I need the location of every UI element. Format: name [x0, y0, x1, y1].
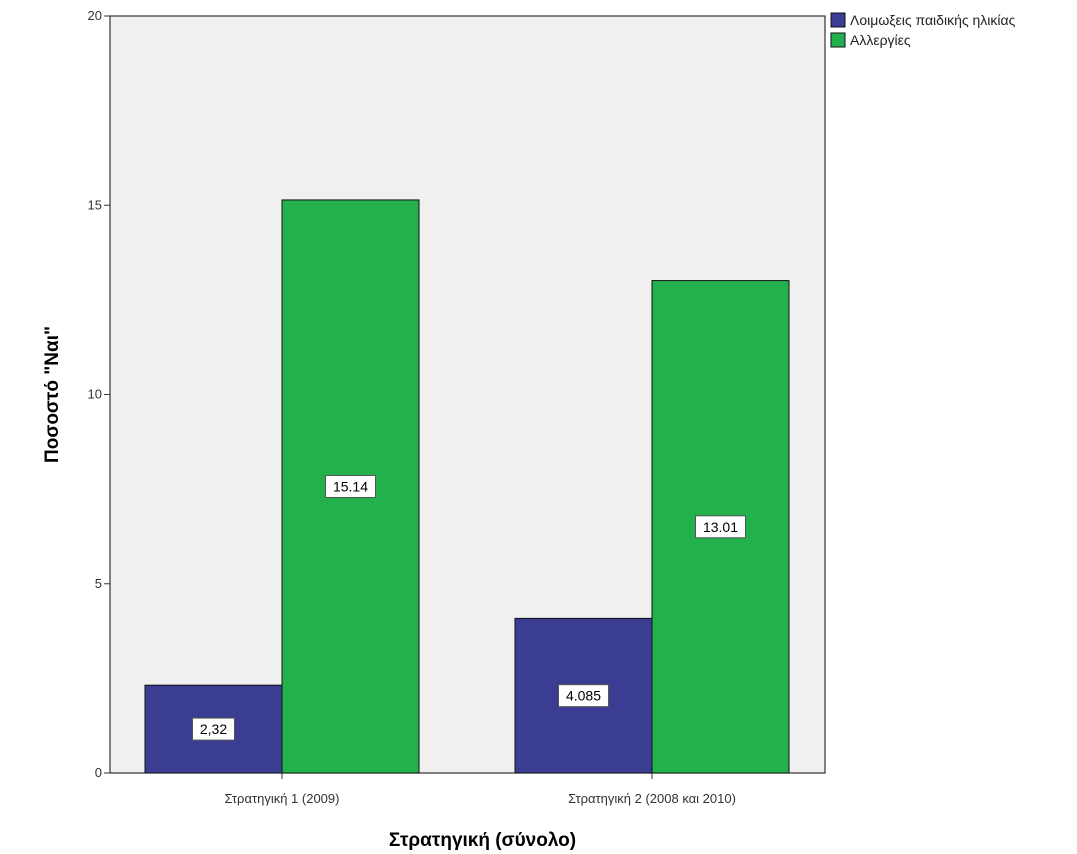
y-axis-title: Ποσοστό "Ναι"	[42, 326, 63, 463]
data-label: 13.01	[703, 519, 738, 535]
x-category-label: Στρατηγική 1 (2009)	[225, 791, 340, 806]
x-axis: Στρατηγική 1 (2009) Στρατηγική 2 (2008 κα…	[225, 773, 736, 806]
legend-label: Λοιμωξεις παιδικής ηλικίας	[850, 12, 1016, 28]
y-tick-label: 10	[88, 387, 102, 402]
legend-swatch	[830, 32, 846, 48]
data-label-box	[192, 717, 235, 741]
data-label-box	[325, 474, 376, 498]
y-axis: 0 5 10 15 20	[88, 8, 110, 780]
y-tick-label: 5	[95, 576, 102, 591]
data-label-box	[695, 515, 746, 539]
data-label: 2,32	[200, 721, 227, 737]
x-axis-title: Στρατηγική (σύνολο)	[389, 830, 576, 851]
y-tick-label: 20	[88, 8, 102, 23]
data-label: 4.085	[566, 688, 601, 704]
y-tick-label: 15	[88, 197, 102, 212]
data-label: 15.14	[333, 478, 368, 494]
legend: Λοιμωξεις παιδικής ηλικίας Αλλεργίες	[830, 12, 1016, 48]
legend-swatch	[830, 12, 846, 28]
y-tick-label: 0	[95, 765, 102, 780]
legend-label: Αλλεργίες	[850, 32, 911, 48]
data-labels: 2,32 15.14 4.085 13.01	[192, 474, 746, 741]
bars	[144, 199, 790, 774]
data-label-box	[558, 684, 609, 708]
x-category-label: Στρατηγική 2 (2008 και 2010)	[568, 791, 736, 806]
